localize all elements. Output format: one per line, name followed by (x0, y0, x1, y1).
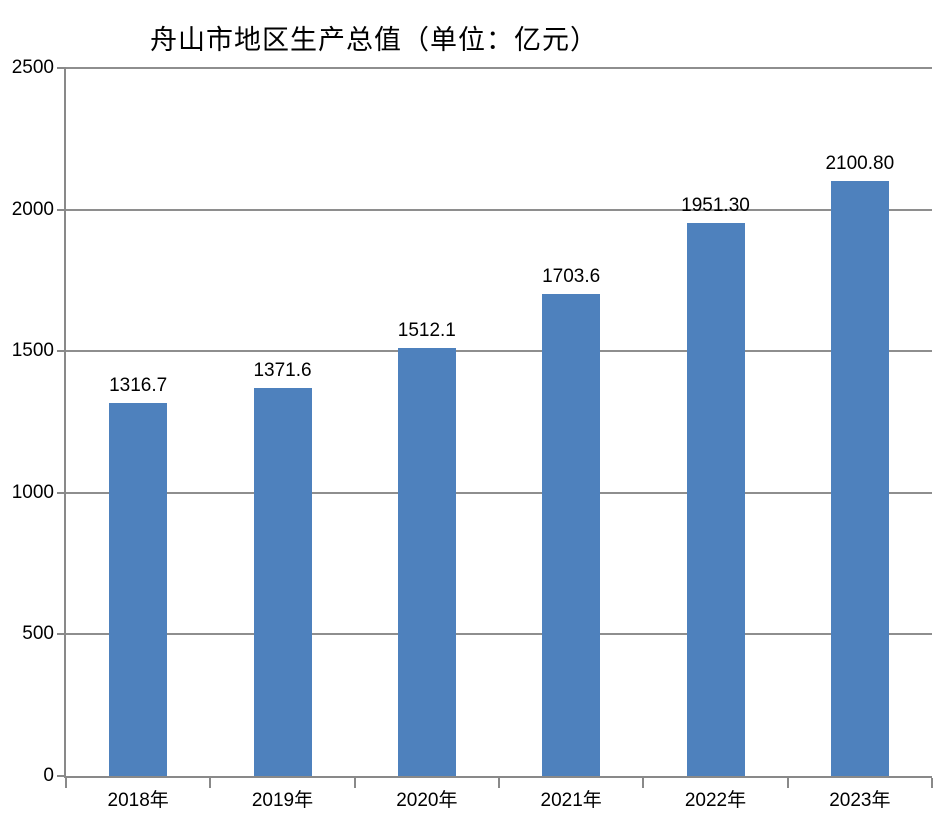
x-axis-tick (642, 778, 645, 788)
x-axis-tick-label: 2021年 (540, 790, 602, 811)
y-axis-tick (57, 633, 66, 636)
y-axis-tick-label: 2500 (11, 57, 54, 78)
gridline (66, 491, 932, 494)
y-axis-tick (57, 491, 66, 494)
bar-2019年 (253, 387, 312, 776)
gridline (66, 208, 932, 211)
y-axis-tick-label: 1500 (11, 340, 54, 362)
data-label: 1512.1 (397, 319, 456, 341)
x-axis-tick-label: 2023年 (829, 790, 891, 811)
y-axis-line (64, 68, 66, 776)
x-axis-tick-label: 2018年 (107, 790, 169, 811)
bar-2020年 (397, 347, 456, 776)
bar-2023年 (830, 181, 889, 776)
y-axis-tick (57, 775, 66, 777)
x-axis-tick (931, 778, 933, 788)
x-axis-tick (353, 778, 356, 788)
y-axis-tick (57, 208, 66, 211)
gridline (66, 633, 932, 636)
data-label: 1371.6 (253, 359, 312, 381)
y-axis-tick-label: 500 (22, 623, 54, 645)
y-axis-tick-label: 2000 (11, 198, 54, 220)
x-axis-tick-label: 2022年 (684, 790, 747, 811)
bar-2022年 (686, 223, 745, 776)
y-axis-tick-label: 0 (43, 765, 54, 786)
data-label: 1316.7 (109, 375, 168, 397)
x-axis-tick (65, 778, 67, 788)
gridline (66, 67, 932, 69)
bar-2018年 (109, 403, 168, 776)
data-label: 1951.30 (681, 195, 750, 217)
y-axis-tick-label: 1000 (11, 481, 54, 503)
x-axis-tick (209, 778, 212, 788)
x-axis-tick (786, 778, 789, 788)
x-axis-tick-label: 2019年 (251, 790, 314, 811)
x-axis-tick (498, 778, 500, 788)
bar-2021年 (542, 293, 601, 776)
y-axis-tick (57, 350, 66, 353)
x-axis-tick-label: 2020年 (396, 790, 458, 811)
data-label: 2100.80 (825, 153, 895, 175)
gridline (66, 350, 932, 353)
y-axis-tick (57, 67, 66, 69)
data-label: 1703.6 (542, 265, 601, 287)
chart-title: 舟山市地区生产总值（单位：亿元） (150, 25, 598, 55)
x-axis-line (64, 776, 932, 778)
